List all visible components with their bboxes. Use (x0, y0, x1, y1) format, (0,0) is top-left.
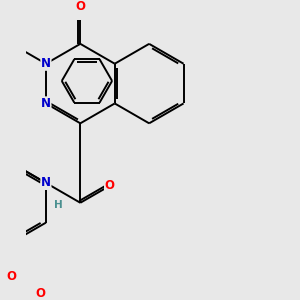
Text: H: H (55, 200, 63, 210)
Text: O: O (7, 270, 16, 283)
Text: O: O (36, 287, 46, 300)
Text: N: N (41, 97, 51, 110)
Text: N: N (41, 57, 51, 70)
Text: O: O (75, 0, 85, 13)
Text: N: N (41, 176, 51, 189)
Text: O: O (105, 179, 115, 192)
